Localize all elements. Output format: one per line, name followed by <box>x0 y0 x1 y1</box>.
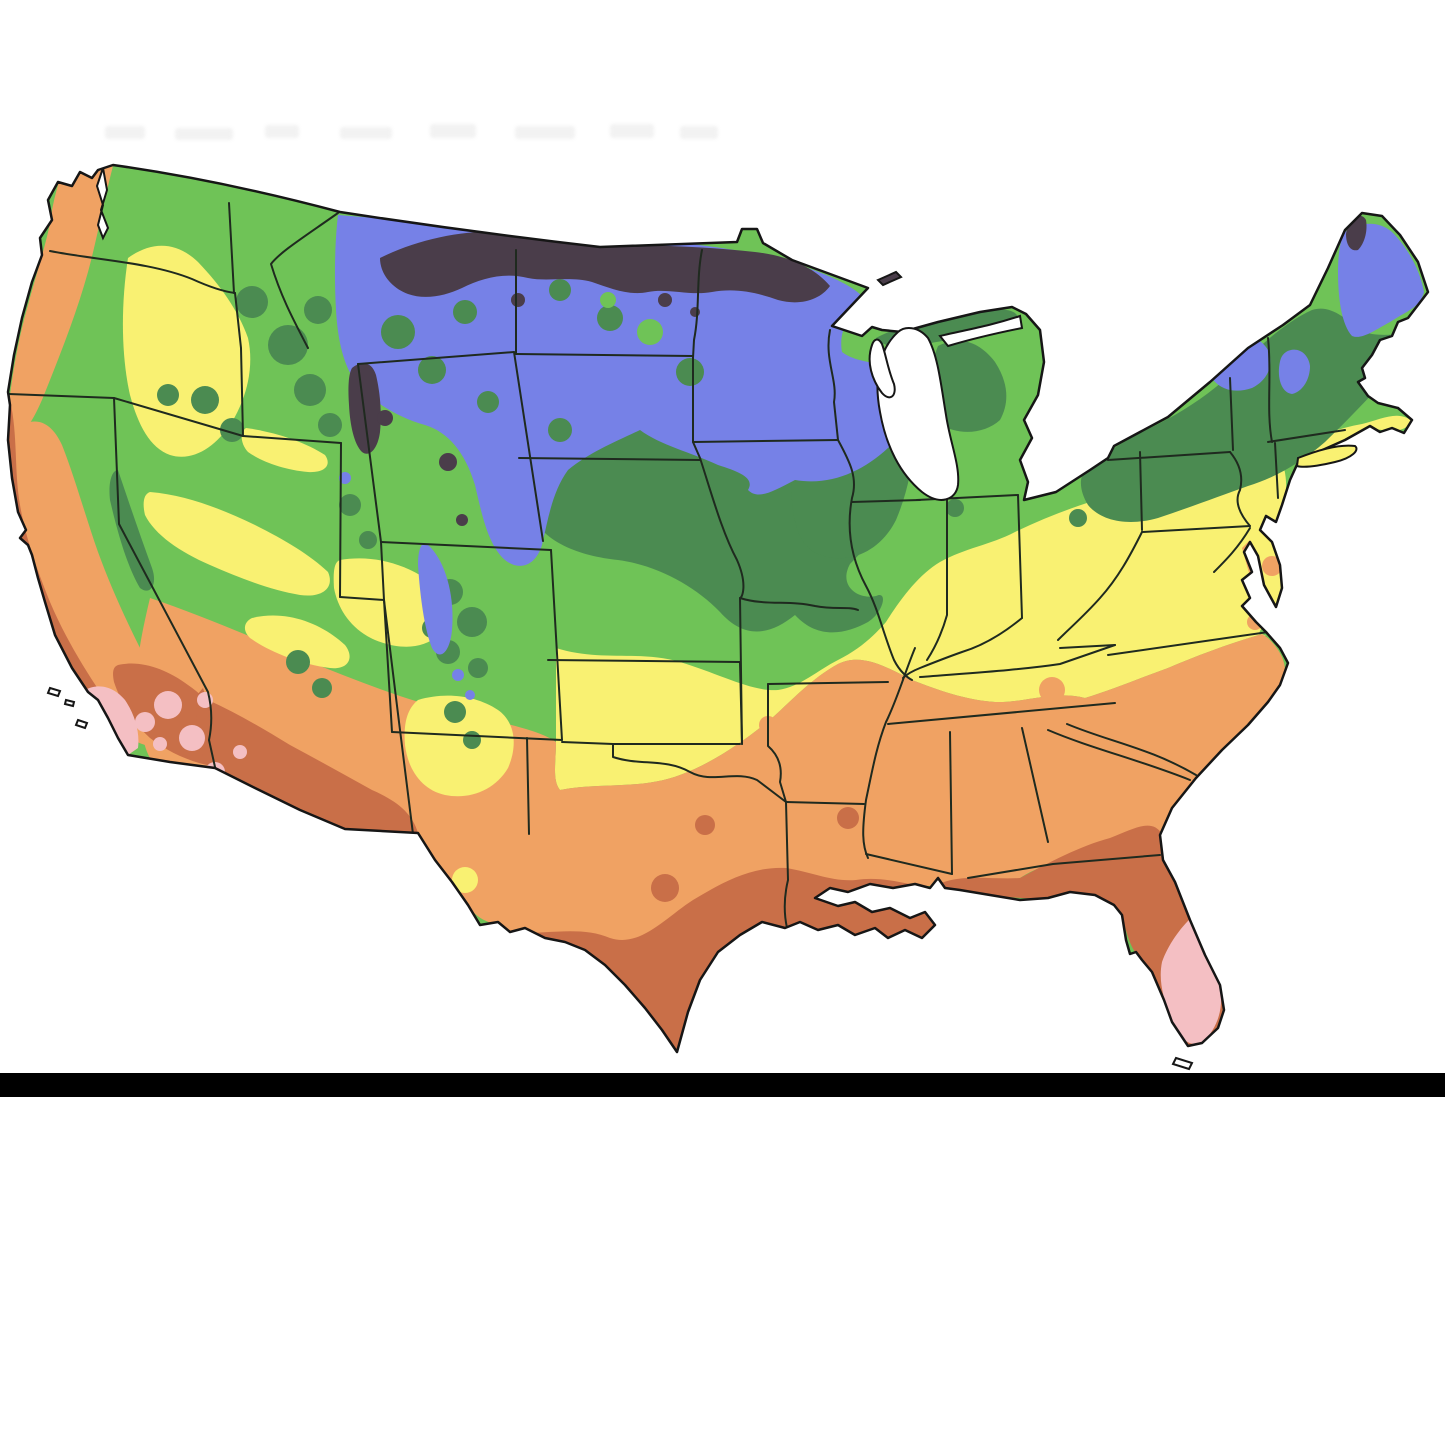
legend: ZONES: 3 4 5 6 7 <box>0 1140 1445 1300</box>
divider-bar <box>0 1073 1445 1097</box>
us-outline <box>6 163 1430 1054</box>
long-island <box>1295 444 1358 468</box>
zone-7-highlands <box>244 615 514 893</box>
zone-3-region <box>348 215 1367 526</box>
zone-6-islands <box>600 292 663 345</box>
lake-michigan <box>876 327 960 501</box>
isle-royale <box>876 270 903 287</box>
zone-5-islands <box>381 279 704 442</box>
faded-artifact <box>340 127 392 139</box>
channel-islands <box>46 686 89 730</box>
faded-artifact <box>430 124 476 138</box>
us-hardiness-map <box>6 163 1430 1071</box>
green-bay <box>868 338 896 399</box>
florida-keys <box>1171 1056 1194 1071</box>
faded-artifact <box>105 126 145 139</box>
puget-sound <box>95 167 110 241</box>
map-area <box>6 163 1430 1071</box>
zone-4-region <box>334 215 1424 700</box>
faded-artifact <box>515 126 575 139</box>
zone-10-region <box>85 686 1222 1045</box>
faded-artifact <box>175 128 233 140</box>
mackinac-strait <box>938 314 1024 348</box>
faded-artifact <box>265 125 299 138</box>
faded-artifact <box>610 124 654 138</box>
faded-artifact <box>680 126 718 139</box>
